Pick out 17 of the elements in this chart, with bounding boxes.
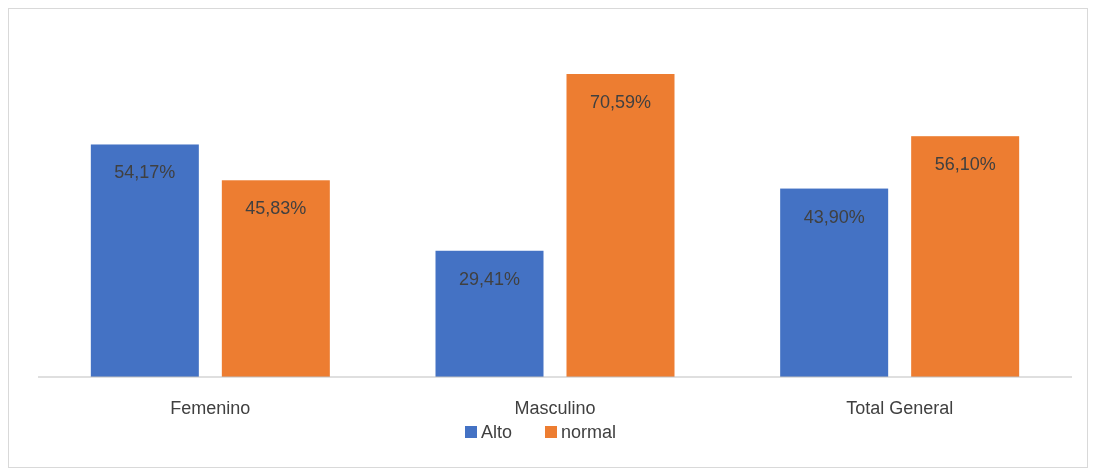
data-label: 56,10% — [934, 154, 996, 175]
legend-label: Alto — [481, 422, 513, 442]
bar — [911, 136, 1020, 377]
data-label: 54,17% — [114, 162, 176, 183]
x-tick-label: Masculino — [514, 398, 596, 418]
bar — [780, 188, 889, 377]
data-label: 43,90% — [803, 206, 865, 227]
bar — [221, 180, 330, 377]
data-label: 45,83% — [245, 198, 307, 219]
legend-label: normal — [561, 422, 617, 442]
data-label: 29,41% — [458, 268, 521, 289]
data-label: 70,59% — [589, 92, 652, 112]
x-tick-label: Femenino — [170, 398, 251, 418]
bar — [90, 144, 199, 377]
bar — [435, 250, 544, 377]
bar — [566, 74, 675, 377]
x-tick-label: Total General — [846, 398, 954, 418]
